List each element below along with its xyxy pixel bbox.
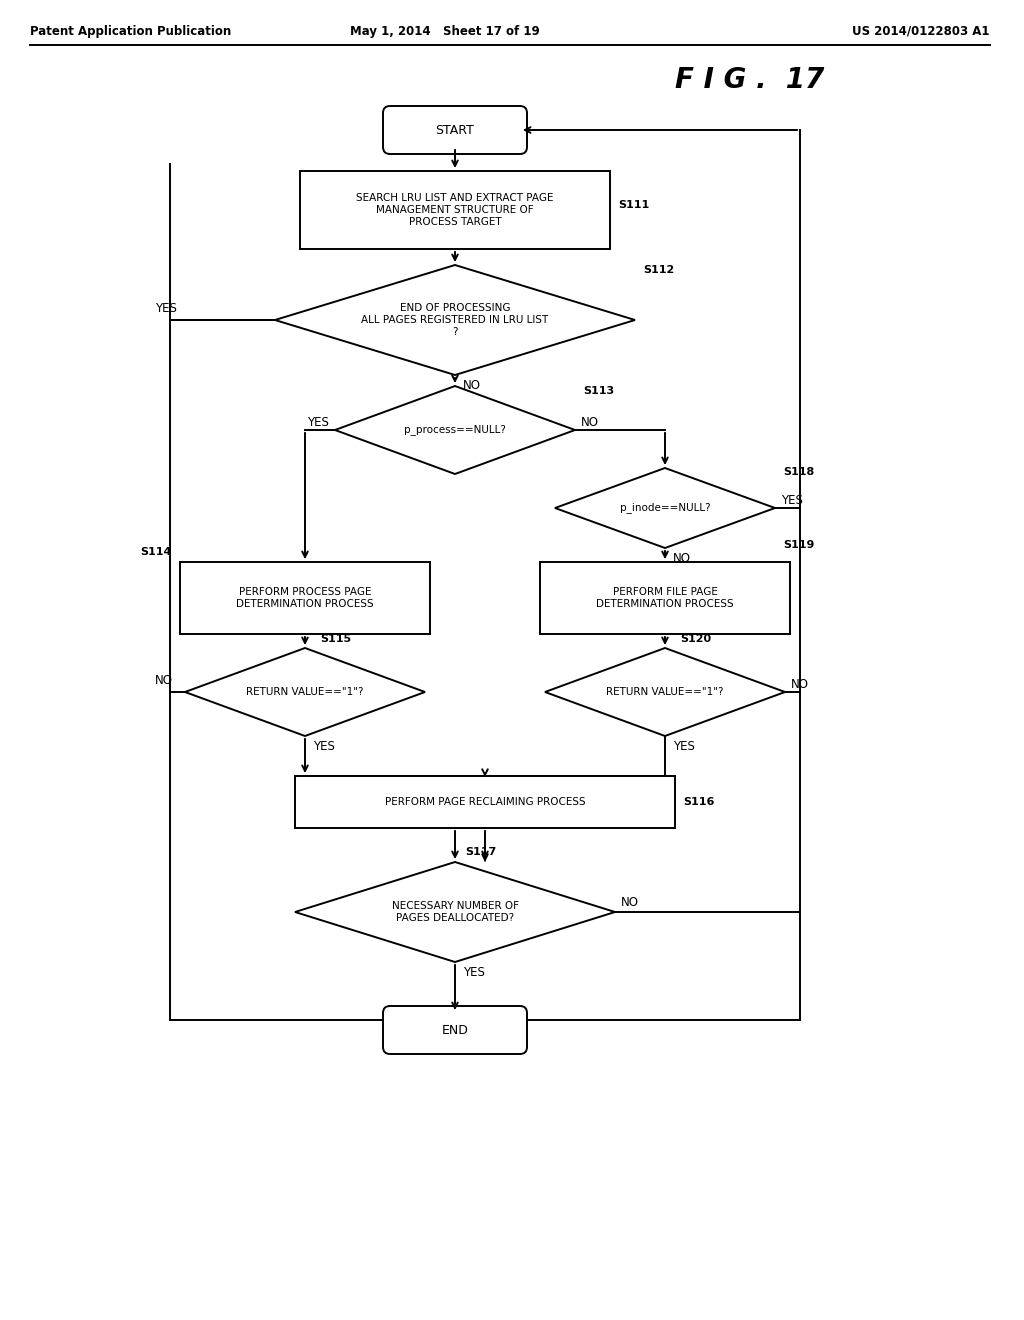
Text: S115: S115	[319, 634, 351, 644]
Polygon shape	[335, 385, 575, 474]
Text: RETURN VALUE=="1"?: RETURN VALUE=="1"?	[606, 686, 724, 697]
Text: NO: NO	[791, 677, 809, 690]
Text: END: END	[441, 1023, 468, 1036]
Text: YES: YES	[307, 416, 329, 429]
Text: S111: S111	[618, 201, 649, 210]
Text: YES: YES	[155, 301, 177, 314]
Bar	[295, 776, 675, 828]
Text: S112: S112	[643, 265, 674, 275]
FancyBboxPatch shape	[383, 106, 527, 154]
Text: US 2014/0122803 A1: US 2014/0122803 A1	[853, 25, 990, 38]
Text: YES: YES	[673, 741, 695, 752]
Text: NO: NO	[155, 673, 173, 686]
Text: NECESSARY NUMBER OF
PAGES DEALLOCATED?: NECESSARY NUMBER OF PAGES DEALLOCATED?	[391, 902, 518, 923]
Text: NO: NO	[673, 552, 691, 565]
Text: NO: NO	[463, 379, 481, 392]
Text: May 1, 2014   Sheet 17 of 19: May 1, 2014 Sheet 17 of 19	[350, 25, 540, 38]
Polygon shape	[275, 265, 635, 375]
Text: S116: S116	[683, 797, 715, 807]
Text: S113: S113	[583, 385, 614, 396]
Text: p_process==NULL?: p_process==NULL?	[404, 425, 506, 436]
Bar	[180, 562, 430, 634]
Polygon shape	[555, 469, 775, 548]
Text: S117: S117	[465, 847, 497, 857]
Text: p_inode==NULL?: p_inode==NULL?	[620, 503, 711, 513]
Text: S118: S118	[783, 467, 814, 477]
Text: YES: YES	[781, 494, 803, 507]
Text: YES: YES	[313, 741, 335, 752]
Text: YES: YES	[463, 966, 485, 979]
Text: PERFORM PAGE RECLAIMING PROCESS: PERFORM PAGE RECLAIMING PROCESS	[385, 797, 586, 807]
Text: F I G .  17: F I G . 17	[676, 66, 824, 94]
Polygon shape	[545, 648, 785, 737]
Text: END OF PROCESSING
ALL PAGES REGISTERED IN LRU LIST
?: END OF PROCESSING ALL PAGES REGISTERED I…	[361, 304, 549, 337]
Polygon shape	[295, 862, 615, 962]
Text: Patent Application Publication: Patent Application Publication	[30, 25, 231, 38]
Text: START: START	[435, 124, 474, 136]
Text: PERFORM FILE PAGE
DETERMINATION PROCESS: PERFORM FILE PAGE DETERMINATION PROCESS	[596, 587, 734, 609]
Text: NO: NO	[621, 895, 639, 908]
FancyBboxPatch shape	[383, 1006, 527, 1053]
Text: S119: S119	[783, 540, 814, 550]
Text: SEARCH LRU LIST AND EXTRACT PAGE
MANAGEMENT STRUCTURE OF
PROCESS TARGET: SEARCH LRU LIST AND EXTRACT PAGE MANAGEM…	[356, 194, 554, 227]
Text: NO: NO	[581, 416, 599, 429]
Text: RETURN VALUE=="1"?: RETURN VALUE=="1"?	[246, 686, 364, 697]
Bar	[540, 562, 790, 634]
Text: S114: S114	[140, 546, 172, 557]
Polygon shape	[185, 648, 425, 737]
Bar	[300, 172, 610, 249]
Text: S120: S120	[680, 634, 711, 644]
Text: PERFORM PROCESS PAGE
DETERMINATION PROCESS: PERFORM PROCESS PAGE DETERMINATION PROCE…	[237, 587, 374, 609]
